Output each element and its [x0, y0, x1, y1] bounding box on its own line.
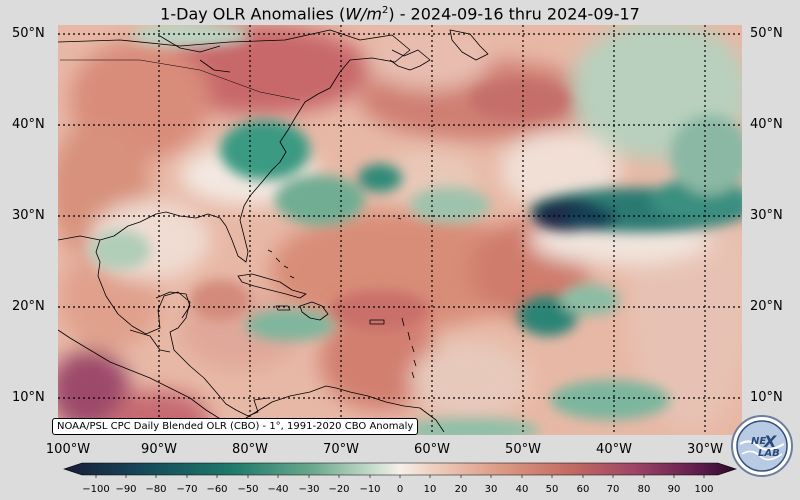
colorbar-tick: 80 — [637, 484, 651, 495]
nexlab-logo: NE X LAB — [731, 415, 793, 477]
lon-label-40w: 40°W — [596, 442, 632, 457]
colorbar-tick: 40 — [515, 484, 529, 495]
logo-text-top: NE — [751, 436, 766, 447]
title-prefix: 1-Day OLR Anomalies ( — [160, 4, 346, 24]
colorbar-tick: −70 — [176, 484, 198, 495]
colorbar-tick: −60 — [206, 484, 228, 495]
lat-label-left-30: 30°N — [12, 208, 45, 223]
colorbar-tick: −50 — [237, 484, 259, 495]
anomaly-field — [58, 25, 742, 435]
lon-label-30w: 30°W — [687, 442, 723, 457]
lon-label-80w: 80°W — [232, 442, 268, 457]
lat-label-left-20: 20°N — [12, 299, 45, 314]
lon-label-70w: 70°W — [323, 442, 359, 457]
colorbar-tick: 60 — [576, 484, 590, 495]
colorbar-tick: 10 — [423, 484, 437, 495]
colorbar-tick: −20 — [328, 484, 350, 495]
colorbar-tick: 100 — [694, 484, 714, 495]
colorbar-tick: −90 — [115, 484, 137, 495]
colorbar-tick: −80 — [145, 484, 167, 495]
map-title: 1-Day OLR Anomalies (W/m2) - 2024-09-16 … — [0, 0, 800, 25]
lon-label-60w: 60°W — [414, 442, 450, 457]
lat-label-left-50: 50°N — [12, 26, 45, 41]
colorbar-tick: −40 — [267, 484, 289, 495]
colorbar-tick: 50 — [545, 484, 559, 495]
colorbar-tick: 70 — [606, 484, 620, 495]
lat-label-right-40: 40°N — [750, 117, 783, 132]
lat-label-right-50: 50°N — [750, 26, 783, 41]
colorbar-tick: 20 — [454, 484, 468, 495]
lat-label-right-20: 20°N — [750, 299, 783, 314]
data-source-credit: NOAA/PSL CPC Daily Blended OLR (CBO) - 1… — [52, 418, 419, 435]
colorbar-tick: −100 — [82, 484, 110, 495]
logo-text-bot: LAB — [758, 448, 780, 459]
coastlines — [58, 29, 489, 433]
colorbar-tick: −10 — [359, 484, 381, 495]
lat-label-left-40: 40°N — [12, 117, 45, 132]
colorbar-tick: 30 — [484, 484, 498, 495]
colorbar-tick: 0 — [396, 484, 404, 495]
colorbar — [63, 462, 737, 478]
lat-label-right-30: 30°N — [750, 208, 783, 223]
logo-text-mid: X — [763, 432, 777, 451]
colorbar-tick: 90 — [667, 484, 681, 495]
colorbar-tick: −30 — [298, 484, 320, 495]
lon-label-50w: 50°W — [505, 442, 541, 457]
title-suffix: ) - 2024-09-16 thru 2024-09-17 — [388, 4, 640, 24]
graticule — [58, 25, 742, 435]
lat-label-left-10: 10°N — [12, 390, 45, 405]
title-unit-exp: 2 — [381, 5, 389, 16]
lat-label-right-10: 10°N — [750, 390, 783, 405]
lon-label-90w: 90°W — [141, 442, 177, 457]
title-unit-base: W/m — [345, 4, 382, 24]
lon-label-100w: 100°W — [45, 442, 91, 457]
